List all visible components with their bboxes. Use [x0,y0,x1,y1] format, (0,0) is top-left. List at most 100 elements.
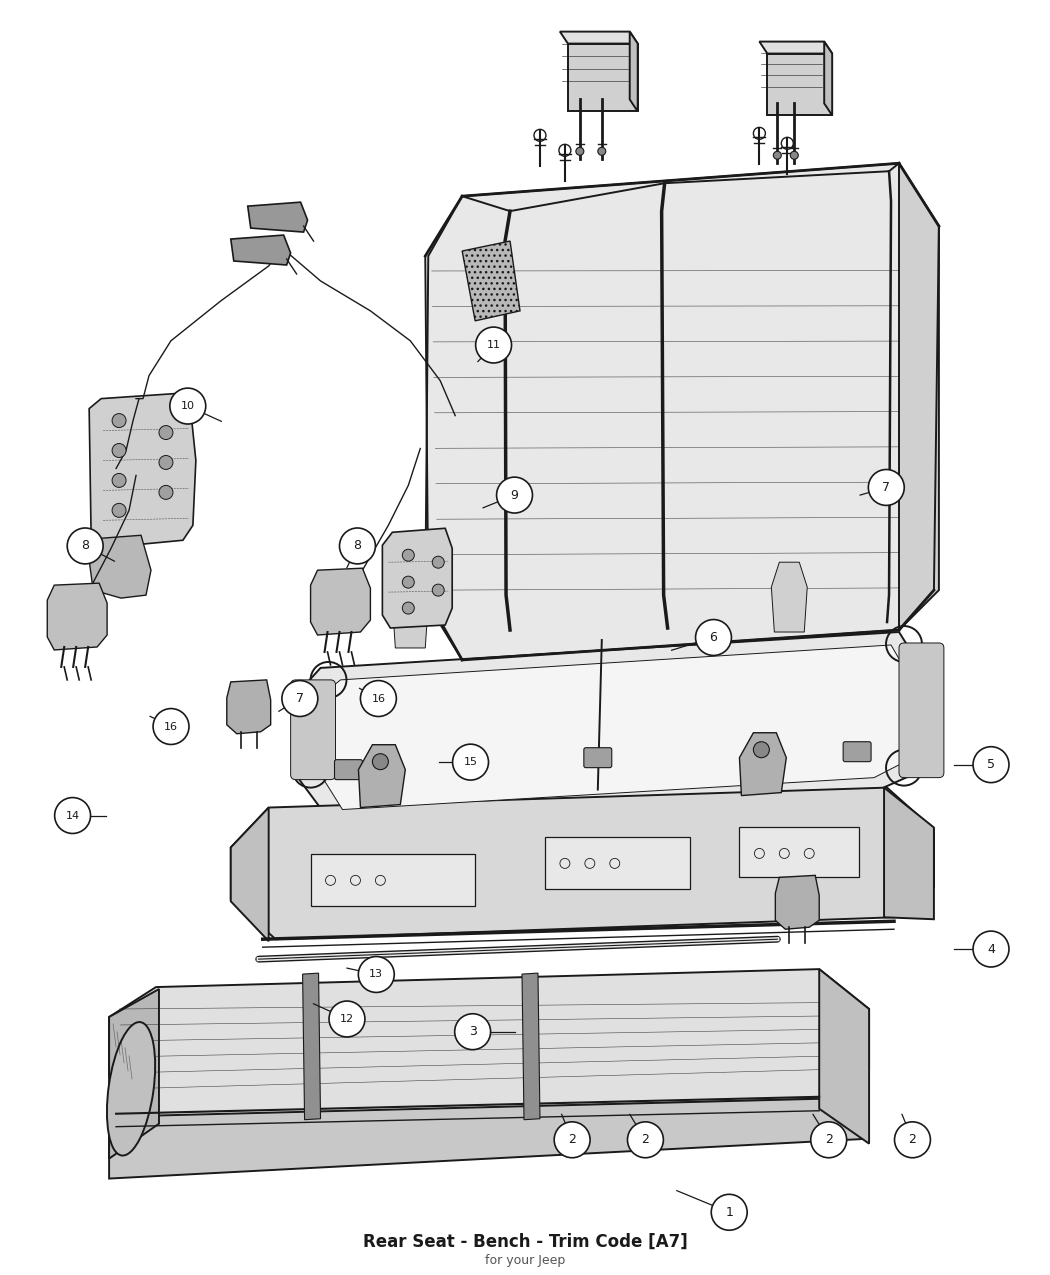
Text: 8: 8 [81,539,89,552]
Circle shape [711,1195,748,1230]
Polygon shape [739,733,786,796]
Circle shape [433,584,444,597]
Circle shape [973,747,1009,783]
Circle shape [402,576,415,588]
Circle shape [597,148,606,156]
Circle shape [67,528,103,564]
Circle shape [402,602,415,615]
Circle shape [170,388,206,425]
FancyBboxPatch shape [899,643,944,778]
Text: 12: 12 [340,1014,354,1024]
Polygon shape [393,578,428,648]
Polygon shape [775,876,819,929]
Circle shape [695,620,732,655]
Text: 13: 13 [370,969,383,979]
Polygon shape [884,788,933,919]
Polygon shape [462,241,520,321]
Polygon shape [109,989,159,1159]
Circle shape [329,1001,365,1037]
Text: Rear Seat - Bench - Trim Code [A7]: Rear Seat - Bench - Trim Code [A7] [362,1233,688,1251]
Circle shape [339,528,376,564]
Circle shape [402,550,415,561]
Circle shape [791,152,798,159]
Polygon shape [819,969,869,1144]
Circle shape [754,742,770,757]
Circle shape [159,455,173,469]
Polygon shape [313,645,917,810]
Bar [739,827,859,877]
Polygon shape [358,745,405,807]
Bar [311,854,476,907]
Circle shape [868,469,904,505]
Text: 9: 9 [510,488,519,501]
Circle shape [112,473,126,487]
Polygon shape [231,807,269,941]
Polygon shape [311,569,371,635]
Text: 16: 16 [372,694,385,704]
Text: 11: 11 [486,340,501,351]
Text: 15: 15 [463,757,478,768]
Polygon shape [231,788,933,940]
Circle shape [811,1122,846,1158]
FancyBboxPatch shape [335,760,362,779]
Text: 7: 7 [882,481,890,493]
Circle shape [895,1122,930,1158]
Polygon shape [231,235,291,265]
Circle shape [453,745,488,780]
Text: 8: 8 [354,539,361,552]
Circle shape [476,328,511,363]
Text: 6: 6 [710,631,717,644]
Circle shape [153,709,189,745]
Circle shape [112,444,126,458]
Circle shape [628,1122,664,1158]
Circle shape [55,798,90,834]
Text: 14: 14 [65,811,80,821]
Polygon shape [47,583,107,650]
Circle shape [281,681,318,717]
Polygon shape [759,42,833,54]
Ellipse shape [107,1023,155,1155]
Polygon shape [296,632,929,821]
Circle shape [455,1014,490,1049]
Polygon shape [89,393,196,548]
Polygon shape [630,32,637,111]
Text: for your Jeep: for your Jeep [485,1255,565,1267]
Text: 2: 2 [824,1133,833,1146]
Text: 5: 5 [987,759,995,771]
Polygon shape [899,163,939,630]
FancyBboxPatch shape [843,742,872,761]
Circle shape [112,413,126,427]
Text: 2: 2 [568,1133,576,1146]
Circle shape [358,956,394,992]
Circle shape [433,556,444,569]
Polygon shape [248,203,308,232]
Circle shape [373,754,388,770]
Polygon shape [89,536,151,598]
Polygon shape [568,43,637,111]
FancyBboxPatch shape [291,680,336,779]
Polygon shape [109,969,869,1117]
Circle shape [575,148,584,156]
Polygon shape [522,973,540,1119]
Circle shape [112,504,126,518]
Text: 3: 3 [468,1025,477,1038]
Polygon shape [109,1099,869,1178]
Circle shape [973,931,1009,966]
Polygon shape [302,973,320,1119]
Circle shape [774,152,781,159]
FancyBboxPatch shape [584,747,612,768]
Text: 10: 10 [181,402,195,411]
Polygon shape [768,54,833,115]
Circle shape [360,681,396,717]
Circle shape [497,477,532,513]
Text: 4: 4 [987,942,995,955]
Circle shape [159,426,173,440]
Polygon shape [772,562,807,632]
Text: 1: 1 [726,1206,733,1219]
Polygon shape [425,163,939,660]
Polygon shape [227,680,271,733]
Polygon shape [824,42,833,115]
Text: 2: 2 [908,1133,917,1146]
Polygon shape [560,32,637,43]
Text: 16: 16 [164,722,179,732]
